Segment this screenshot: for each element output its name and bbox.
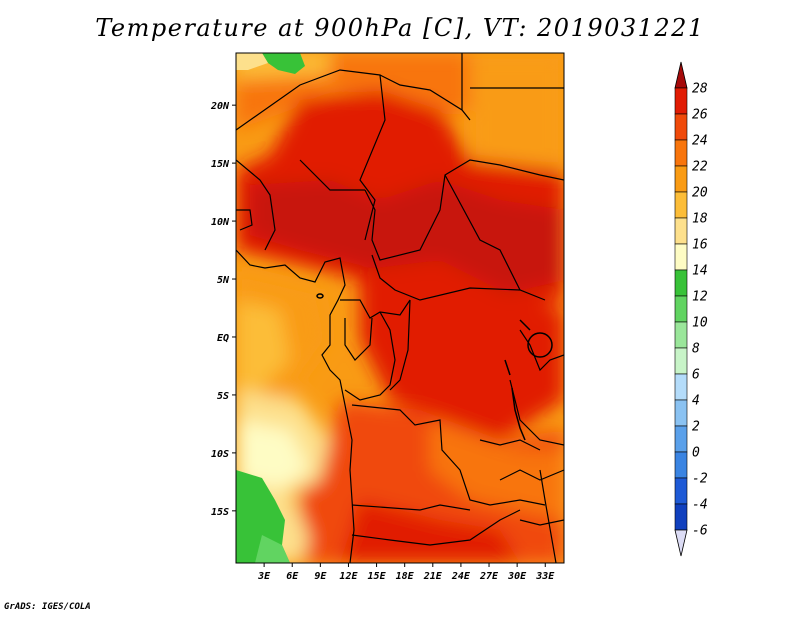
lat-tick-label: 5N: [217, 275, 230, 286]
colorbar-swatch: [674, 477, 688, 505]
colorbar-label: -2: [692, 472, 708, 487]
colorbar-label: 10: [692, 316, 708, 331]
credit-text: GrADS: IGES/COLA: [4, 602, 91, 612]
colorbar-swatch: [674, 243, 688, 271]
lakes: [316, 293, 553, 441]
colorbar-swatch: [674, 113, 688, 141]
colorbar-swatch: [674, 347, 688, 375]
colorbar-label: -6: [692, 524, 708, 539]
lat-tick-label: 5S: [217, 391, 229, 402]
lat-tick-label: 15S: [211, 507, 229, 518]
colorbar-label: 2: [692, 420, 700, 435]
colorbar-swatch: [674, 191, 688, 219]
colorbar-label: 14: [692, 264, 708, 279]
colorbar-label: 20: [692, 186, 708, 201]
lon-tick-label: 15E: [368, 571, 387, 582]
colorbar-swatch: [674, 373, 688, 401]
map-frame: [235, 52, 565, 564]
lon-tick-label: 6E: [286, 571, 299, 582]
lon-tick-label: 18E: [396, 571, 415, 582]
lat-tick-label: EQ: [217, 333, 229, 344]
colorbar-label: 26: [692, 108, 708, 123]
colorbar-swatch: [674, 399, 688, 427]
colorbar-label: 6: [692, 368, 700, 383]
colorbar-swatch: [674, 425, 688, 453]
lon-tick-label: 9E: [314, 571, 327, 582]
lon-tick-label: 12E: [339, 571, 358, 582]
longitude-axis: 3E 6E 9E 12E 15E 18E 21E 24E 27E 30E 33E: [257, 563, 555, 582]
colorbar-label: 18: [692, 212, 708, 227]
colorbar-swatch: [674, 269, 688, 297]
colorbar-top-arrow: [674, 61, 688, 89]
colorbar-label: 12: [692, 290, 708, 305]
colorbar-swatch: [674, 139, 688, 167]
lon-tick-label: 24E: [451, 571, 471, 582]
lon-tick-label: 27E: [479, 571, 499, 582]
country-borders: [236, 53, 564, 563]
colorbar-label: 8: [692, 342, 700, 357]
lat-tick-label: 20N: [210, 101, 230, 112]
colorbar-label: 28: [692, 82, 708, 97]
temperature-field: [236, 53, 564, 563]
colorbar-swatch: [674, 295, 688, 323]
colorbar-swatch: [674, 87, 688, 115]
colorbar-swatch: [674, 503, 688, 531]
lat-tick-label: 10S: [211, 449, 229, 460]
latitude-axis: 20N 15N 10N 5N EQ 5S 10S 15S: [210, 101, 236, 518]
colorbar-label: 22: [692, 160, 708, 175]
map-title: Temperature at 900hPa [C], VT: 201903122…: [95, 14, 705, 42]
lon-tick-label: 33E: [535, 571, 555, 582]
colorbar-swatch: [674, 217, 688, 245]
colorbar-swatch: [674, 321, 688, 349]
lon-tick-label: 30E: [507, 571, 527, 582]
colorbar-bottom-arrow: [674, 529, 688, 557]
lon-tick-label: 21E: [423, 571, 443, 582]
colorbar-label: 0: [692, 446, 700, 461]
colorbar-label: 16: [692, 238, 708, 253]
lat-tick-label: 15N: [211, 159, 230, 170]
colorbar-label: 4: [692, 394, 700, 409]
colorbar-label: 24: [692, 134, 708, 149]
lon-tick-label: 3E: [257, 571, 271, 582]
lat-tick-label: 10N: [211, 217, 230, 228]
colorbar-swatch: [674, 165, 688, 193]
colorbar-swatch: [674, 451, 688, 479]
colorbar-label: -4: [692, 498, 708, 513]
